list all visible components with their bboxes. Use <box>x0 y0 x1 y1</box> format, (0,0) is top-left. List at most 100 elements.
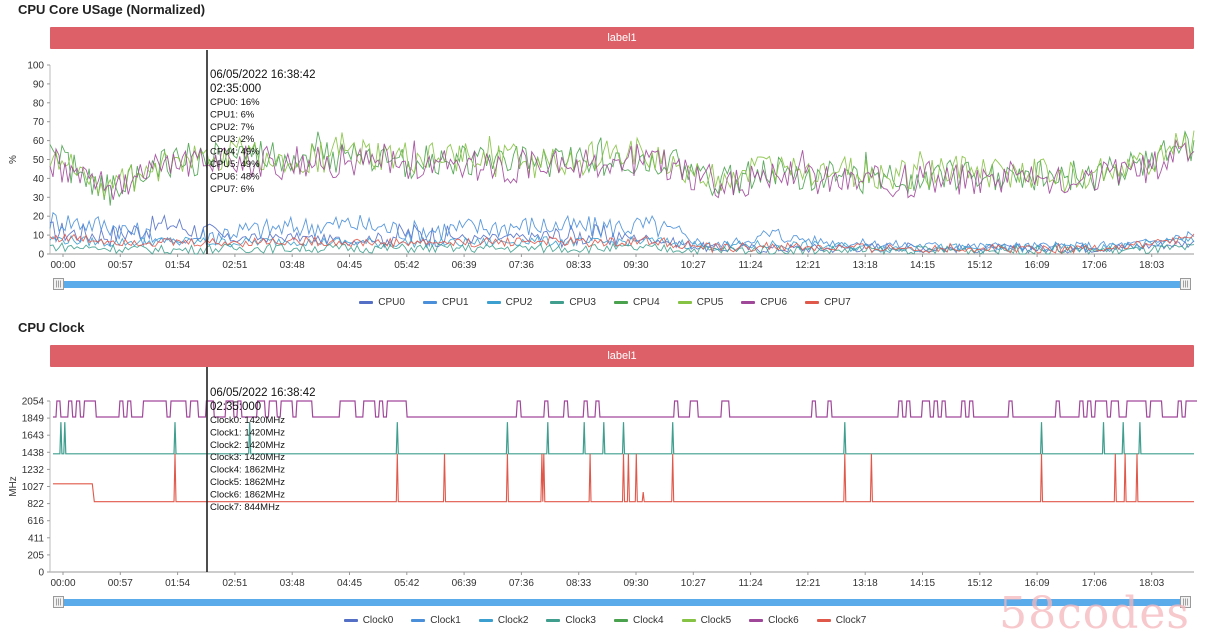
clock-x-tick-label: 17:06 <box>1082 578 1107 589</box>
legend-label: Clock2 <box>497 615 529 626</box>
usage-series-line-cpu6[interactable] <box>49 139 1195 200</box>
clock-y-tick-label: 0 <box>38 568 44 579</box>
clock-legend-item-clock4[interactable]: Clock4 <box>614 615 664 626</box>
clock-y-axis-label: MHz <box>8 476 19 497</box>
legend-label: CPU1 <box>441 297 469 308</box>
clock-tooltip-line: Clock0: 1420MHz <box>210 415 285 426</box>
clock-x-tick-label: 09:30 <box>623 578 648 589</box>
usage-series-line-cpu3[interactable] <box>49 241 1195 256</box>
clock-y-tick-label: 1643 <box>22 431 45 442</box>
usage-x-tick-label: 03:48 <box>280 260 305 271</box>
usage-legend-item-cpu1[interactable]: CPU1 <box>422 297 469 308</box>
usage-tooltip-date: 06/05/2022 16:38:42 <box>210 69 316 81</box>
legend-label: Clock4 <box>633 615 664 626</box>
usage-x-tick-label: 13:18 <box>853 260 878 271</box>
clock-x-tick-label: 10:27 <box>681 578 706 589</box>
usage-x-tick-label: 04:45 <box>337 260 362 271</box>
usage-legend-item-cpu3[interactable]: CPU3 <box>550 297 596 308</box>
legend-label: Clock7 <box>835 615 867 626</box>
clock-y-tick-label: 1232 <box>22 465 45 476</box>
clock-x-tick-label: 18:03 <box>1139 578 1164 589</box>
usage-series-banner[interactable]: label1 <box>50 27 1194 49</box>
legend-label: Clock1 <box>430 615 461 626</box>
usage-y-tick-label: 10 <box>33 231 45 242</box>
legend-label: CPU5 <box>696 297 724 308</box>
clock-slider-track[interactable] <box>58 599 1186 606</box>
usage-tooltip-line: CPU5: 49% <box>210 159 260 170</box>
usage-y-tick-label: 90 <box>33 79 45 90</box>
clock-legend-item-clock6[interactable]: Clock6 <box>749 615 799 626</box>
legend-swatch <box>550 300 565 304</box>
clock-legend-item-clock5[interactable]: Clock5 <box>681 615 732 626</box>
usage-y-tick-label: 70 <box>33 117 45 128</box>
usage-zoom-slider[interactable]: ||| ||| <box>50 278 1194 290</box>
usage-x-tick-label: 17:06 <box>1082 260 1107 271</box>
clock-series-line-clock3[interactable] <box>53 422 1194 455</box>
usage-x-tick-label: 10:27 <box>681 260 706 271</box>
usage-slider-left-handle[interactable]: ||| <box>53 278 64 290</box>
usage-tooltip-line: CPU2: 7% <box>210 122 255 133</box>
legend-swatch <box>359 300 374 304</box>
legend-label: Clock0 <box>362 615 394 626</box>
clock-x-tick-label: 11:24 <box>738 578 763 589</box>
usage-tooltip-time: 02:35:000 <box>210 83 261 95</box>
legend-swatch <box>422 300 437 304</box>
legend-label: Clock5 <box>700 615 732 626</box>
clock-slider-right-handle[interactable]: ||| <box>1180 596 1191 608</box>
clock-legend-item-clock1[interactable]: Clock1 <box>411 615 461 626</box>
usage-x-tick-label: 18:03 <box>1139 260 1164 271</box>
clock-x-tick-label: 07:36 <box>509 578 534 589</box>
clock-tooltip-line: Clock2: 1420MHz <box>210 440 285 451</box>
clock-legend-item-clock3[interactable]: Clock3 <box>546 615 596 626</box>
clock-series-banner[interactable]: label1 <box>50 345 1194 367</box>
usage-series-line-cpu7[interactable] <box>49 233 1195 255</box>
clock-legend-item-clock0[interactable]: Clock0 <box>343 615 394 626</box>
usage-y-axis-label: % <box>8 155 19 164</box>
legend-label: CPU6 <box>760 297 788 308</box>
clock-chart-title: CPU Clock <box>18 320 85 335</box>
clock-legend-item-clock2[interactable]: Clock2 <box>478 615 529 626</box>
usage-tooltip-line: CPU1: 6% <box>210 109 255 120</box>
clock-tooltip-line: Clock6: 1862MHz <box>210 489 285 500</box>
usage-x-tick-label: 12:21 <box>795 260 820 271</box>
usage-series-line-cpu0[interactable] <box>49 214 1195 254</box>
clock-legend-item-clock7[interactable]: Clock7 <box>816 615 867 626</box>
usage-x-tick-label: 08:33 <box>566 260 591 271</box>
clock-tooltip-line: Clock1: 1420MHz <box>210 427 285 438</box>
clock-zoom-slider[interactable]: ||| ||| <box>50 596 1194 608</box>
usage-x-tick-label: 00:57 <box>108 260 133 271</box>
usage-legend-item-cpu7[interactable]: CPU7 <box>805 297 851 308</box>
usage-chart-title: CPU Core USage (Normalized) <box>18 2 206 17</box>
clock-tooltip-line: Clock4: 1862MHz <box>210 465 285 476</box>
usage-slider-track[interactable] <box>58 281 1186 288</box>
legend-label: CPU3 <box>569 297 596 308</box>
legend-swatch <box>681 618 696 622</box>
usage-legend-item-cpu0[interactable]: CPU0 <box>359 297 405 308</box>
legend-swatch <box>486 300 501 304</box>
legend-swatch <box>343 618 358 622</box>
usage-slider-right-handle[interactable]: ||| <box>1180 278 1191 290</box>
usage-series-line-cpu5[interactable] <box>49 130 1195 198</box>
clock-tooltip-line: Clock5: 1862MHz <box>210 477 285 488</box>
clock-tooltip-time: 02:35:000 <box>210 401 261 413</box>
legend-swatch <box>614 300 628 304</box>
usage-y-tick-label: 0 <box>38 250 44 261</box>
usage-legend-item-cpu6[interactable]: CPU6 <box>741 297 787 308</box>
usage-legend-item-cpu2[interactable]: CPU2 <box>486 297 532 308</box>
usage-x-tick-label: 00:00 <box>50 260 75 271</box>
legend-label: Clock6 <box>768 615 799 626</box>
usage-legend-item-cpu4[interactable]: CPU4 <box>614 297 660 308</box>
clock-x-tick-label: 00:57 <box>108 578 133 589</box>
clock-chart-plot[interactable]: 2054 1849 1643 1438 1232 1027 822 616 411 205 0 00:… <box>0 367 1210 597</box>
usage-y-tick-label: 40 <box>33 174 45 185</box>
clock-slider-left-handle[interactable]: ||| <box>53 596 64 608</box>
clock-y-tick-label: 1849 <box>22 414 45 425</box>
clock-x-tick-label: 08:33 <box>566 578 591 589</box>
legend-label: CPU7 <box>824 297 851 308</box>
clock-series-line-clock7[interactable] <box>53 453 1194 503</box>
usage-legend-item-cpu5[interactable]: CPU5 <box>677 297 724 308</box>
clock-series-line-clock6[interactable] <box>53 400 1197 418</box>
clock-y-tick-label: 205 <box>27 550 44 561</box>
clock-y-tick-label: 822 <box>27 499 44 510</box>
